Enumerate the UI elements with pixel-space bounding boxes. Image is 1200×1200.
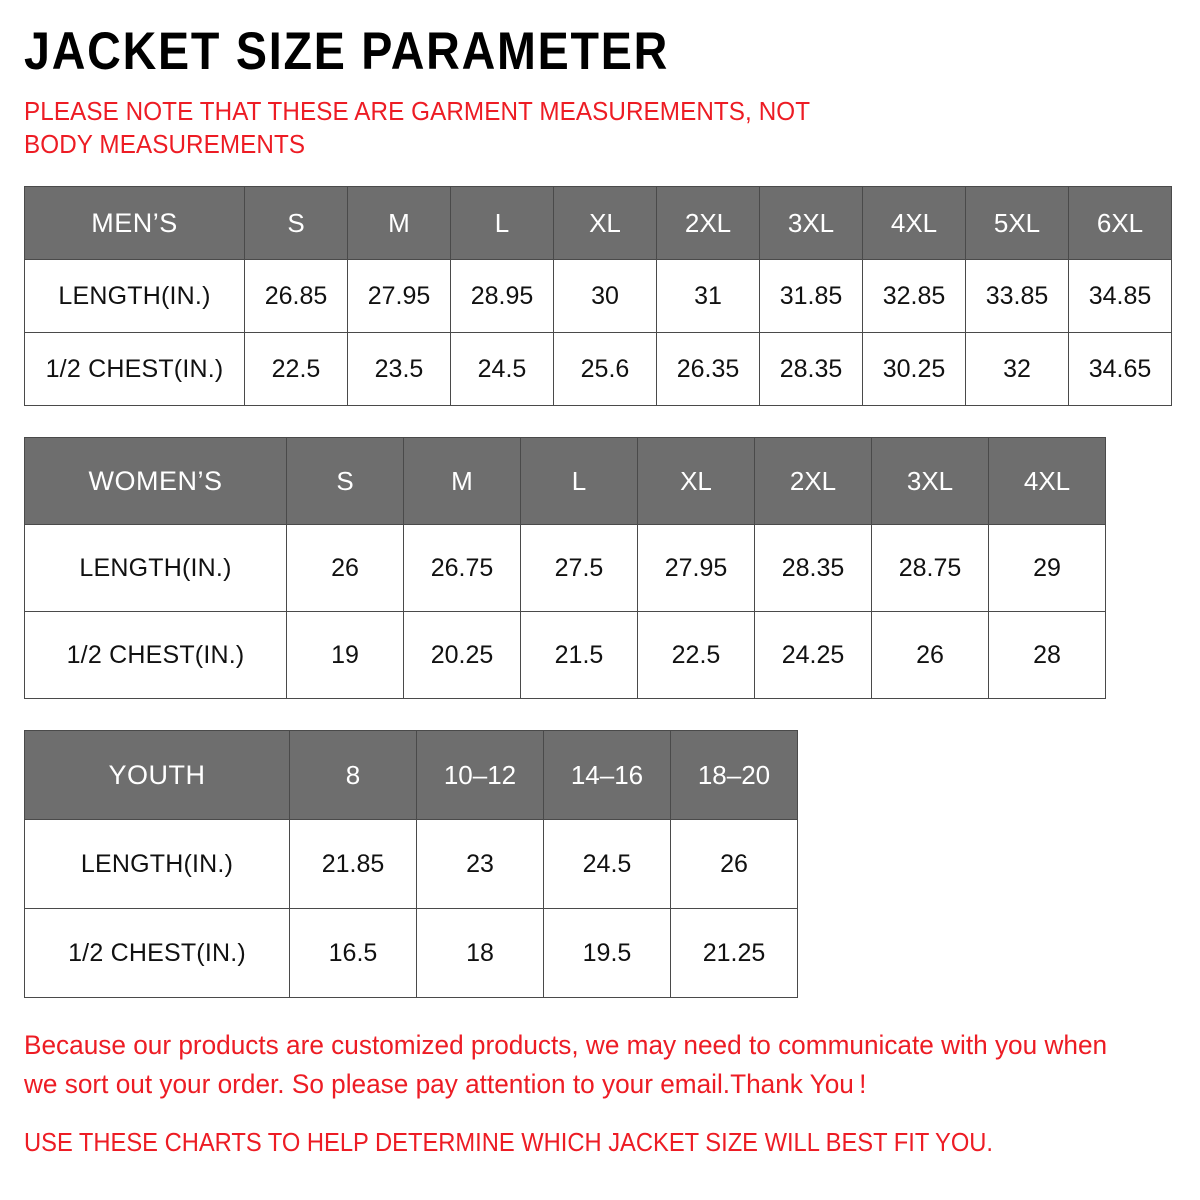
womens-cell-r1-c3: 27.5 [520,524,638,613]
mens-row-label-2: 1/2 CHEST(IN.) [24,332,245,407]
table-row: LENGTH(IN.) 26.85 27.95 28.95 30 31 31.85 32.85… [24,259,1172,334]
youth-cell-r2-c1: 16.5 [289,908,417,999]
womens-cell-r1-c5: 28.35 [754,524,872,613]
womens-cell-r2-c4: 22.5 [637,611,755,700]
womens-size-header-2: M [403,437,521,526]
youth-cell-r1-c4: 26 [670,819,798,910]
mens-cell-r1-c5: 31 [656,259,760,334]
youth-cell-r2-c2: 18 [416,908,544,999]
womens-size-header-5: 2XL [754,437,872,526]
womens-cell-r1-c4: 27.95 [637,524,755,613]
womens-size-header-7: 4XL [988,437,1106,526]
mens-size-header-7: 4XL [862,186,966,261]
mens-table-wrapper: MEN’S S M L XL 2XL 3XL 4XL 5XL 6XL LENGTH(IN.) 26.8… [24,162,1176,407]
womens-cell-r2-c2: 20.25 [403,611,521,700]
mens-size-header-2: M [347,186,451,261]
mens-table-title: MEN’S [24,186,245,261]
youth-cell-r2-c4: 21.25 [670,908,798,999]
womens-cell-r2-c5: 24.25 [754,611,872,700]
mens-cell-r1-c8: 33.85 [965,259,1069,334]
womens-cell-r1-c1: 26 [286,524,404,613]
table-row: LENGTH(IN.) 26 26.75 27.5 27.95 28.35 28.75 29 [24,524,1106,613]
womens-size-header-3: L [520,437,638,526]
womens-row-label-2: 1/2 CHEST(IN.) [24,611,287,700]
youth-size-header-2: 10–12 [416,730,544,821]
mens-cell-r2-c4: 25.6 [553,332,657,407]
mens-cell-r2-c8: 32 [965,332,1069,407]
womens-table-wrapper: WOMEN’S S M L XL 2XL 3XL 4XL LENGTH(IN.) 26 26.75 2… [24,406,1176,700]
womens-cell-r2-c1: 19 [286,611,404,700]
youth-size-header-3: 14–16 [543,730,671,821]
table-row: LENGTH(IN.) 21.85 23 24.5 26 [24,819,798,910]
chart-usage-note: USE THESE CHARTS TO HELP DETERMINE WHICH… [24,1128,994,1157]
mens-header-row: MEN’S S M L XL 2XL 3XL 4XL 5XL 6XL [24,186,1172,261]
womens-row-label-1: LENGTH(IN.) [24,524,287,613]
table-row: 1/2 CHEST(IN.) 16.5 18 19.5 21.25 [24,908,798,999]
mens-cell-r1-c2: 27.95 [347,259,451,334]
mens-size-header-8: 5XL [965,186,1069,261]
mens-cell-r2-c1: 22.5 [244,332,348,407]
womens-size-header-6: 3XL [871,437,989,526]
page-title: JACKET SIZE PARAMETER [24,22,670,81]
mens-size-header-9: 6XL [1068,186,1172,261]
mens-size-table: MEN’S S M L XL 2XL 3XL 4XL 5XL 6XL LENGTH(IN.) 26.8… [24,186,1172,407]
mens-size-header-4: XL [553,186,657,261]
mens-cell-r1-c7: 32.85 [862,259,966,334]
youth-size-header-1: 8 [289,730,417,821]
mens-size-header-6: 3XL [759,186,863,261]
womens-size-table: WOMEN’S S M L XL 2XL 3XL 4XL LENGTH(IN.) 26 26.75 2… [24,437,1106,700]
youth-header-row: YOUTH 8 10–12 14–16 18–20 [24,730,798,821]
womens-cell-r2-c7: 28 [988,611,1106,700]
mens-cell-r1-c3: 28.95 [450,259,554,334]
mens-size-header-3: L [450,186,554,261]
youth-table-wrapper: YOUTH 8 10–12 14–16 18–20 LENGTH(IN.) 21.85 23 2… [24,699,1176,999]
womens-size-header-1: S [286,437,404,526]
mens-cell-r1-c4: 30 [553,259,657,334]
youth-row-label-1: LENGTH(IN.) [24,819,290,910]
mens-cell-r2-c2: 23.5 [347,332,451,407]
table-row: 1/2 CHEST(IN.) 19 20.25 21.5 22.5 24.25 26 28 [24,611,1106,700]
mens-row-label-1: LENGTH(IN.) [24,259,245,334]
womens-table-title: WOMEN’S [24,437,287,526]
womens-size-header-4: XL [637,437,755,526]
mens-cell-r1-c9: 34.85 [1068,259,1172,334]
youth-size-header-4: 18–20 [670,730,798,821]
youth-row-label-2: 1/2 CHEST(IN.) [24,908,290,999]
youth-cell-r2-c3: 19.5 [543,908,671,999]
table-row: 1/2 CHEST(IN.) 22.5 23.5 24.5 25.6 26.35 28.35… [24,332,1172,407]
youth-cell-r1-c1: 21.85 [289,819,417,910]
womens-header-row: WOMEN’S S M L XL 2XL 3XL 4XL [24,437,1106,526]
youth-cell-r1-c3: 24.5 [543,819,671,910]
womens-cell-r1-c2: 26.75 [403,524,521,613]
youth-cell-r1-c2: 23 [416,819,544,910]
womens-cell-r1-c7: 29 [988,524,1106,613]
mens-cell-r1-c1: 26.85 [244,259,348,334]
mens-size-header-5: 2XL [656,186,760,261]
womens-cell-r2-c3: 21.5 [520,611,638,700]
youth-table-title: YOUTH [24,730,290,821]
customization-note: Because our products are customized prod… [24,1030,1108,1099]
mens-size-header-1: S [244,186,348,261]
mens-cell-r2-c3: 24.5 [450,332,554,407]
mens-cell-r2-c7: 30.25 [862,332,966,407]
mens-cell-r1-c6: 31.85 [759,259,863,334]
mens-cell-r2-c6: 28.35 [759,332,863,407]
mens-cell-r2-c9: 34.65 [1068,332,1172,407]
womens-cell-r1-c6: 28.75 [871,524,989,613]
womens-cell-r2-c6: 26 [871,611,989,700]
youth-size-table: YOUTH 8 10–12 14–16 18–20 LENGTH(IN.) 21.85 23 2… [24,730,798,999]
garment-measurement-note: PLEASE NOTE THAT THESE ARE GARMENT MEASU… [24,98,810,160]
mens-cell-r2-c5: 26.35 [656,332,760,407]
